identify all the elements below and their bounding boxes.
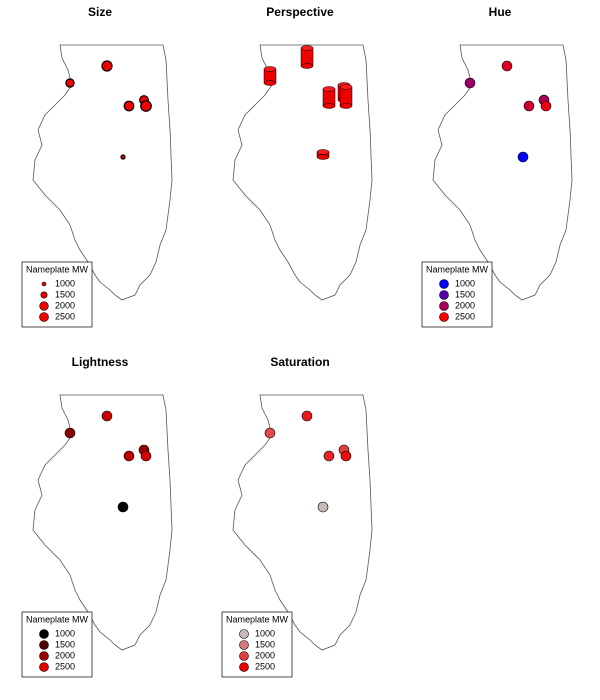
legend-label: 1500	[55, 289, 75, 299]
plant-marker	[123, 450, 135, 462]
cylinder-base	[263, 80, 277, 86]
legend-label: 1500	[455, 289, 475, 299]
legend-label: 2000	[55, 300, 75, 310]
legend-symbol	[39, 640, 49, 650]
cylinder	[300, 45, 314, 69]
legend-symbol	[40, 291, 48, 299]
plant-marker	[64, 427, 76, 439]
plant-marker	[540, 100, 552, 112]
cylinder-base	[339, 103, 353, 109]
cylinder-top	[300, 45, 314, 51]
panel-title: Size	[88, 5, 112, 19]
legend-box	[221, 611, 293, 678]
plant-marker	[101, 60, 113, 72]
legend-box	[21, 261, 93, 328]
cylinder	[263, 66, 277, 86]
legend-symbol	[39, 312, 49, 322]
cylinder-top	[316, 149, 330, 155]
cylinder-top	[339, 84, 353, 90]
legend-title: Nameplate MW	[426, 264, 489, 274]
legend-symbol	[239, 629, 249, 639]
map-panel: Perspective	[232, 5, 373, 301]
legend-title: Nameplate MW	[26, 614, 89, 624]
plant-marker	[340, 450, 352, 462]
legend-label: 1000	[55, 628, 75, 638]
legend-symbol	[439, 279, 449, 289]
plant-marker	[464, 77, 476, 89]
legend-box	[421, 261, 493, 328]
legend-label: 1000	[455, 278, 475, 288]
legend-symbol	[39, 651, 49, 661]
legend-symbol	[439, 290, 449, 300]
plant-marker	[517, 151, 529, 163]
legend-label: 1500	[55, 639, 75, 649]
cylinder	[339, 84, 353, 109]
plant-marker	[123, 100, 135, 112]
legend-symbol	[41, 281, 47, 287]
plant-marker	[317, 501, 329, 513]
legend-symbol	[39, 662, 49, 672]
legend-label: 2500	[55, 661, 75, 671]
plant-marker	[117, 501, 129, 513]
plant-marker	[120, 154, 126, 160]
state-outline	[32, 394, 173, 651]
legend-symbol	[39, 301, 49, 311]
plant-marker	[140, 100, 152, 112]
state-outline	[432, 44, 573, 301]
legend-label: 1500	[255, 639, 275, 649]
cylinder-base	[316, 154, 330, 160]
plant-marker	[323, 450, 335, 462]
cylinder	[316, 149, 330, 160]
panel-title: Hue	[489, 5, 512, 19]
plant-marker	[65, 78, 75, 88]
legend-symbol	[239, 640, 249, 650]
legend-label: 1000	[255, 628, 275, 638]
plant-marker	[501, 60, 513, 72]
panel-title: Perspective	[266, 5, 334, 19]
state-outline	[232, 44, 373, 301]
legend-symbol	[439, 312, 449, 322]
plant-marker	[140, 450, 152, 462]
panel-title: Lightness	[72, 355, 129, 369]
legend-symbol	[239, 651, 249, 661]
cylinder-top	[322, 86, 336, 92]
plant-marker	[301, 410, 313, 422]
legend-label: 2000	[55, 650, 75, 660]
legend-label: 2000	[455, 300, 475, 310]
legend-label: 2500	[455, 311, 475, 321]
cylinder-base	[300, 63, 314, 69]
legend-symbol	[239, 662, 249, 672]
legend-label: 1000	[55, 278, 75, 288]
legend-symbol	[439, 301, 449, 311]
legend-box	[21, 611, 93, 678]
plant-marker	[101, 410, 113, 422]
legend-label: 2500	[55, 311, 75, 321]
cylinder-base	[322, 103, 336, 109]
legend-label: 2000	[255, 650, 275, 660]
panel-title: Saturation	[270, 355, 329, 369]
legend-title: Nameplate MW	[26, 264, 89, 274]
plant-marker	[264, 427, 276, 439]
cylinder-body	[339, 86, 353, 107]
legend-label: 2500	[255, 661, 275, 671]
plant-marker	[523, 100, 535, 112]
cylinder	[322, 86, 336, 109]
legend-symbol	[39, 629, 49, 639]
legend-title: Nameplate MW	[226, 614, 289, 624]
state-outline	[32, 44, 173, 301]
state-outline	[232, 394, 373, 651]
cylinder-top	[263, 66, 277, 72]
